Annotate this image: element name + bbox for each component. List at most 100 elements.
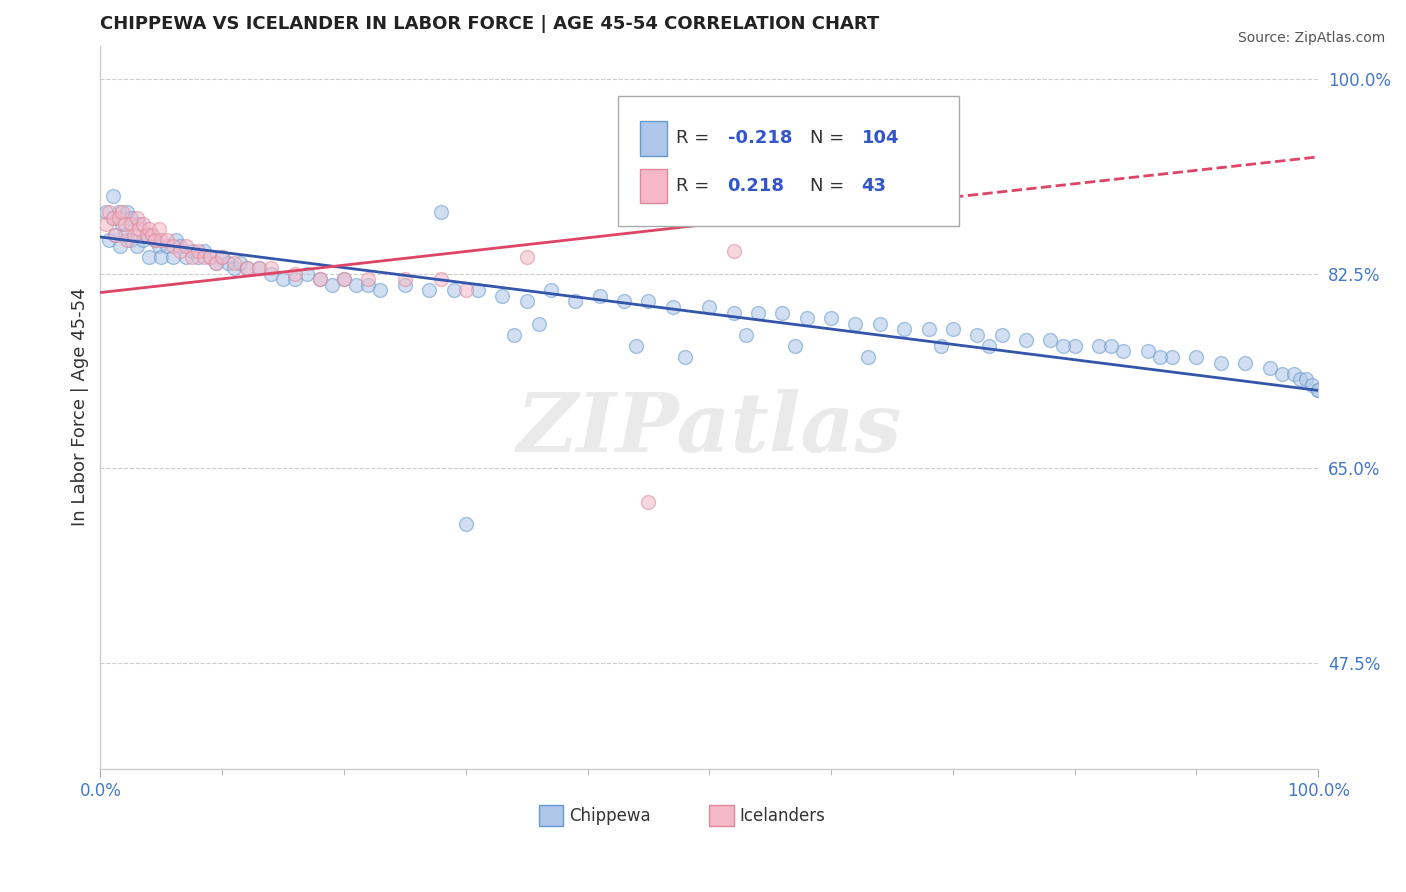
Point xyxy=(1149,350,1171,364)
Point xyxy=(235,261,257,276)
Point xyxy=(626,339,648,353)
Point xyxy=(979,339,1001,353)
Point xyxy=(135,227,157,242)
Point xyxy=(211,250,233,264)
Point xyxy=(1282,367,1305,381)
Point xyxy=(820,311,842,326)
Point xyxy=(138,222,160,236)
Point xyxy=(893,322,915,336)
Point xyxy=(260,267,283,281)
Point xyxy=(430,205,453,219)
Text: 0.218: 0.218 xyxy=(727,177,785,195)
Point xyxy=(394,272,416,286)
Point xyxy=(1295,372,1317,386)
Point xyxy=(491,289,513,303)
Point xyxy=(734,327,756,342)
Point xyxy=(156,233,179,247)
Point xyxy=(174,250,197,264)
Point xyxy=(114,227,136,242)
Point xyxy=(1308,384,1330,398)
Point xyxy=(260,261,283,276)
Point xyxy=(211,250,233,264)
Point xyxy=(165,233,187,247)
Point xyxy=(187,244,209,259)
Point xyxy=(141,227,163,242)
Point xyxy=(454,516,477,531)
Point xyxy=(148,222,170,236)
Point xyxy=(723,305,745,319)
Point xyxy=(235,261,257,276)
Point xyxy=(120,211,142,225)
Point xyxy=(169,239,191,253)
Point xyxy=(783,339,806,353)
Point xyxy=(120,217,142,231)
Text: R =: R = xyxy=(676,129,716,147)
Point xyxy=(193,250,215,264)
Point xyxy=(613,294,636,309)
Text: Chippewa: Chippewa xyxy=(569,806,651,824)
Y-axis label: In Labor Force | Age 45-54: In Labor Force | Age 45-54 xyxy=(72,288,89,526)
Point xyxy=(1099,339,1122,353)
FancyBboxPatch shape xyxy=(709,805,734,826)
Point xyxy=(180,244,202,259)
Point xyxy=(564,294,586,309)
Point xyxy=(1185,350,1208,364)
Point xyxy=(132,217,155,231)
Point xyxy=(115,205,138,219)
Point xyxy=(308,272,330,286)
Point xyxy=(224,255,246,269)
Point xyxy=(1052,339,1074,353)
Point xyxy=(107,205,129,219)
Point xyxy=(150,250,173,264)
Point xyxy=(101,189,124,203)
Point xyxy=(135,227,157,242)
Point xyxy=(333,272,356,286)
Point xyxy=(942,322,965,336)
Point xyxy=(162,250,184,264)
Point xyxy=(162,239,184,253)
Point xyxy=(107,211,129,225)
Point xyxy=(198,250,221,264)
Point xyxy=(1039,334,1062,348)
Point xyxy=(96,217,118,231)
Text: N =: N = xyxy=(810,129,851,147)
Point xyxy=(1301,377,1323,392)
Point xyxy=(357,277,380,292)
Point xyxy=(104,227,127,242)
Point xyxy=(114,217,136,231)
Point xyxy=(156,239,179,253)
Point xyxy=(637,494,659,508)
Point xyxy=(662,300,685,314)
Point xyxy=(125,239,148,253)
Text: Icelanders: Icelanders xyxy=(740,806,825,824)
Point xyxy=(284,267,307,281)
Point xyxy=(193,244,215,259)
Text: Source: ZipAtlas.com: Source: ZipAtlas.com xyxy=(1237,31,1385,45)
Text: ZIPatlas: ZIPatlas xyxy=(516,389,903,469)
Point xyxy=(637,294,659,309)
Point xyxy=(370,283,392,297)
Point xyxy=(247,261,270,276)
Point xyxy=(869,317,891,331)
Point xyxy=(132,233,155,247)
Point xyxy=(1136,344,1159,359)
Point xyxy=(1209,356,1232,370)
Point xyxy=(128,217,150,231)
Point xyxy=(394,277,416,292)
Point xyxy=(125,211,148,225)
Point xyxy=(187,250,209,264)
Point xyxy=(747,305,769,319)
Point xyxy=(516,250,538,264)
Point xyxy=(321,277,343,292)
Point xyxy=(467,283,489,297)
Point xyxy=(108,239,131,253)
Point xyxy=(966,327,988,342)
Point xyxy=(344,277,367,292)
Point xyxy=(527,317,550,331)
Point xyxy=(198,250,221,264)
Text: R =: R = xyxy=(676,177,716,195)
Point xyxy=(796,311,818,326)
Point xyxy=(929,339,952,353)
Point xyxy=(111,205,134,219)
Point xyxy=(96,205,118,219)
